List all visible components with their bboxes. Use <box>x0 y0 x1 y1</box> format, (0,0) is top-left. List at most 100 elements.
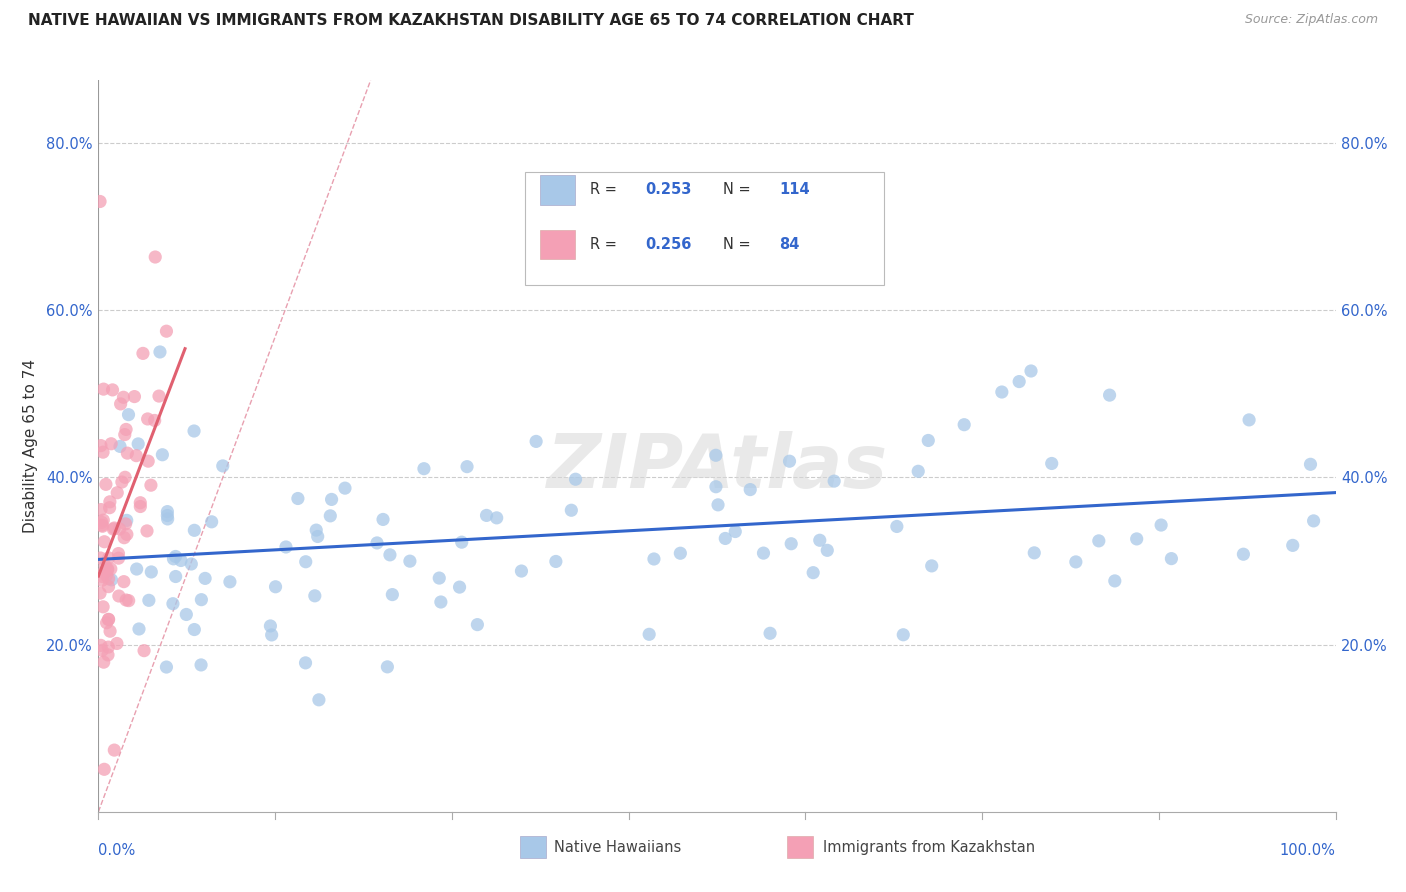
Point <box>450 535 472 549</box>
Point <box>91 574 114 588</box>
Point <box>274 540 297 554</box>
Point <box>953 417 976 432</box>
Point <box>107 551 129 566</box>
Point <box>886 519 908 533</box>
Point <box>921 558 943 573</box>
Point <box>638 627 661 641</box>
Point <box>524 434 547 449</box>
Point <box>112 531 135 545</box>
Point <box>180 557 202 571</box>
Point <box>1040 457 1063 471</box>
Point <box>136 454 159 468</box>
Point <box>91 519 114 533</box>
Point <box>115 593 138 607</box>
Point <box>724 524 747 539</box>
Point <box>91 513 114 527</box>
Point <box>740 483 762 497</box>
Point <box>103 522 125 536</box>
Point <box>430 595 453 609</box>
Point <box>475 508 498 523</box>
Point <box>115 527 138 541</box>
Point <box>127 437 149 451</box>
Point <box>138 593 160 607</box>
Point <box>1064 555 1087 569</box>
Point <box>190 592 212 607</box>
Point <box>510 564 533 578</box>
Point <box>307 529 329 543</box>
Point <box>136 412 159 426</box>
Text: NATIVE HAWAIIAN VS IMMIGRANTS FROM KAZAKHSTAN DISABILITY AGE 65 TO 74 CORRELATIO: NATIVE HAWAIIAN VS IMMIGRANTS FROM KAZAK… <box>28 13 914 29</box>
Point <box>91 643 114 657</box>
Point <box>132 346 155 360</box>
Point <box>564 472 586 486</box>
Point <box>780 537 803 551</box>
Point <box>141 565 163 579</box>
Point <box>125 562 148 576</box>
Point <box>156 505 179 519</box>
Point <box>155 660 177 674</box>
Point <box>183 524 205 538</box>
Point <box>1019 364 1042 378</box>
Point <box>643 552 665 566</box>
Point <box>103 743 125 757</box>
Point <box>183 623 205 637</box>
Point <box>129 496 152 510</box>
Point <box>381 588 404 602</box>
Point <box>1299 458 1322 472</box>
Text: ZIPAtlas: ZIPAtlas <box>547 432 887 505</box>
Bar <box>540 230 575 260</box>
Point <box>98 624 121 639</box>
Point <box>139 478 162 492</box>
Point <box>97 563 120 577</box>
Point <box>115 422 138 436</box>
Point <box>1024 546 1046 560</box>
Point <box>103 521 125 535</box>
Point <box>90 439 112 453</box>
Point <box>125 449 148 463</box>
Point <box>114 470 136 484</box>
Point <box>117 408 139 422</box>
Point <box>128 622 150 636</box>
Point <box>319 508 342 523</box>
Point <box>96 568 118 582</box>
Point <box>808 533 831 548</box>
Text: 0.0%: 0.0% <box>98 843 135 858</box>
Point <box>467 617 489 632</box>
Point <box>156 508 179 523</box>
Point <box>105 485 128 500</box>
Point <box>1104 574 1126 588</box>
Text: 0.253: 0.253 <box>645 183 692 197</box>
Point <box>907 464 929 478</box>
Text: R =: R = <box>589 237 621 252</box>
Text: 0.256: 0.256 <box>645 237 692 252</box>
Point <box>94 477 117 491</box>
Point <box>149 345 172 359</box>
Point <box>97 572 120 586</box>
Point <box>917 434 939 448</box>
Point <box>97 562 120 576</box>
Point <box>366 536 388 550</box>
Point <box>669 546 692 560</box>
Point <box>108 439 131 453</box>
Point <box>93 655 115 669</box>
Text: Immigrants from Kazakhstan: Immigrants from Kazakhstan <box>823 840 1035 855</box>
Point <box>194 571 217 585</box>
Point <box>1302 514 1324 528</box>
Point <box>150 448 173 462</box>
Point <box>114 516 136 531</box>
Point <box>108 589 131 603</box>
Point <box>91 445 114 459</box>
Point <box>1098 388 1121 402</box>
Point <box>115 513 138 527</box>
Point <box>1008 375 1031 389</box>
Point <box>183 424 205 438</box>
Point <box>111 475 134 489</box>
Point <box>1125 532 1147 546</box>
Text: N =: N = <box>723 237 755 252</box>
Point <box>378 548 401 562</box>
Point <box>89 194 111 209</box>
Text: Native Hawaiians: Native Hawaiians <box>554 840 682 855</box>
Point <box>219 574 242 589</box>
Bar <box>526 171 884 285</box>
Point <box>1232 547 1254 561</box>
